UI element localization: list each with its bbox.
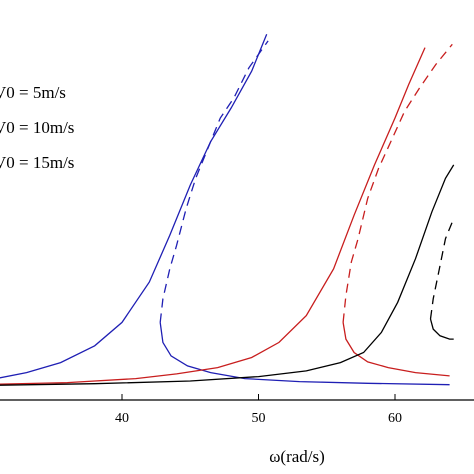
plot-curves xyxy=(0,34,455,386)
legend: V0 = 5m/s V0 = 10m/s V0 = 15m/s xyxy=(0,83,74,172)
x-tick-label-50: 50 xyxy=(252,411,266,426)
series-2-unstable-branch xyxy=(342,43,453,323)
series-1-unstable-branch xyxy=(159,40,269,323)
x-tick-label-40: 40 xyxy=(115,411,129,426)
series-1 xyxy=(0,34,450,386)
x-axis-title: ω(rad/s) xyxy=(269,447,325,466)
legend-entry-3: V0 = 15m/s xyxy=(0,153,74,172)
legend-entry-2: V0 = 10m/s xyxy=(0,118,74,137)
x-axis-ticks: 40 50 60 xyxy=(115,394,402,426)
series-3-stable-branch xyxy=(0,164,455,386)
series-2-stable-branch xyxy=(0,47,426,385)
x-tick-label-60: 60 xyxy=(388,411,402,426)
series-2 xyxy=(0,43,453,385)
series-2-lower-branch xyxy=(342,322,450,377)
series-1-lower-branch xyxy=(159,322,450,386)
series-3 xyxy=(0,164,455,386)
series-3-lower-branch xyxy=(429,318,454,340)
series-1-stable-branch xyxy=(0,34,268,379)
series-3-unstable-branch xyxy=(429,218,455,320)
legend-entry-1: V0 = 5m/s xyxy=(0,83,66,102)
